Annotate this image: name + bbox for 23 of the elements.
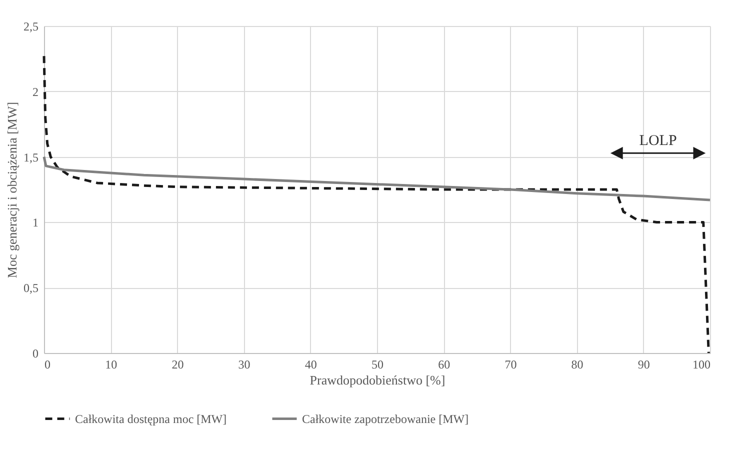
line-series	[42, 156, 712, 202]
y-tick-label: 0,5	[24, 281, 38, 296]
y-tick-label: 0	[32, 346, 38, 360]
y-tick-label: 1,5	[24, 150, 38, 164]
x-tick-label: 50	[372, 358, 384, 372]
x-tick-label: 40	[304, 358, 317, 372]
x-tick-label: 60	[438, 358, 450, 372]
y-tick-label: 1	[32, 216, 38, 230]
y-tick-label: 2,5	[24, 20, 38, 34]
x-tick-label: 20	[172, 358, 184, 372]
legend-label: Całkowite zapotrzebowanie [MW]	[302, 412, 469, 426]
x-tick-label: 70	[504, 358, 517, 372]
annotation: LOLP	[639, 133, 677, 150]
legend-label: Całkowita dostępna moc [MW]	[75, 412, 227, 426]
x-tick-label: 10	[105, 358, 118, 372]
y-tick-label: 2	[32, 84, 38, 99]
x-tick-label: 100	[692, 358, 710, 372]
x-tick-label: 90	[638, 358, 650, 372]
x-tick-label: 0	[44, 358, 50, 372]
x-tick-label: 80	[571, 358, 584, 372]
x-tick-label: 30	[238, 358, 250, 372]
x-axis-title: Prawdopodobieństwo [%]	[310, 372, 446, 388]
y-axis-title: Moc generacji i obciążenia [MW]	[4, 102, 20, 278]
